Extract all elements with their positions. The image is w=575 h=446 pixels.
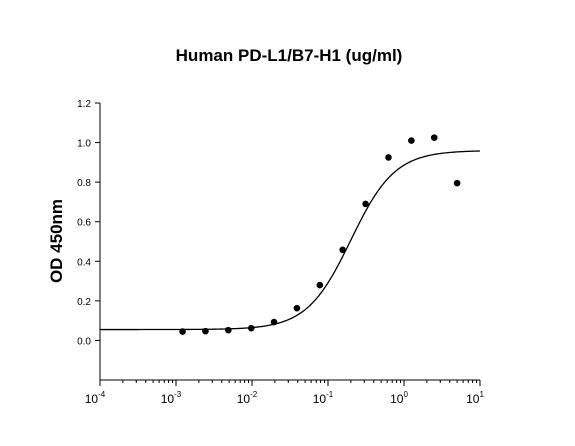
data-point <box>453 179 461 187</box>
y-tick-label: 0.6 <box>77 218 91 229</box>
axes: 0.0 0.2 0.4 0.6 0.8 1.0 1.2 10-4 10-3 10-2 10-1 100… <box>77 99 484 406</box>
x-tick-label: 10-2 <box>237 390 258 406</box>
data-points <box>179 134 461 335</box>
data-point <box>339 246 346 254</box>
x-tick-label: 101 <box>466 390 484 406</box>
data-point <box>202 327 209 335</box>
chart-title: Human PD-L1/B7-H1 (ug/ml) <box>176 46 403 65</box>
y-tick-label: 0.4 <box>77 257 91 268</box>
fit-curve <box>100 150 481 331</box>
y-tick-label: 0.8 <box>77 178 91 189</box>
data-point <box>225 326 232 334</box>
x-tick-label: 10-1 <box>313 390 334 406</box>
y-axis-label: OD 450nm <box>47 199 66 283</box>
fit-curve-group <box>100 150 481 331</box>
data-point <box>362 200 369 208</box>
data-point <box>293 304 301 312</box>
data-point <box>408 137 415 144</box>
y-tick-label: 1.2 <box>77 99 91 110</box>
x-tick-label: 100 <box>390 390 408 406</box>
data-point <box>247 324 255 332</box>
y-tick-label: 1.0 <box>77 139 91 150</box>
data-point <box>316 281 324 289</box>
y-tick-label: 0.2 <box>77 297 91 308</box>
data-point <box>270 318 278 326</box>
x-tick-label: 10-4 <box>85 390 106 406</box>
data-point <box>179 328 186 335</box>
y-tick-label: 0.0 <box>77 336 91 347</box>
x-tick-label: 10-3 <box>161 390 182 406</box>
data-point <box>385 154 392 161</box>
data-point <box>430 134 438 141</box>
